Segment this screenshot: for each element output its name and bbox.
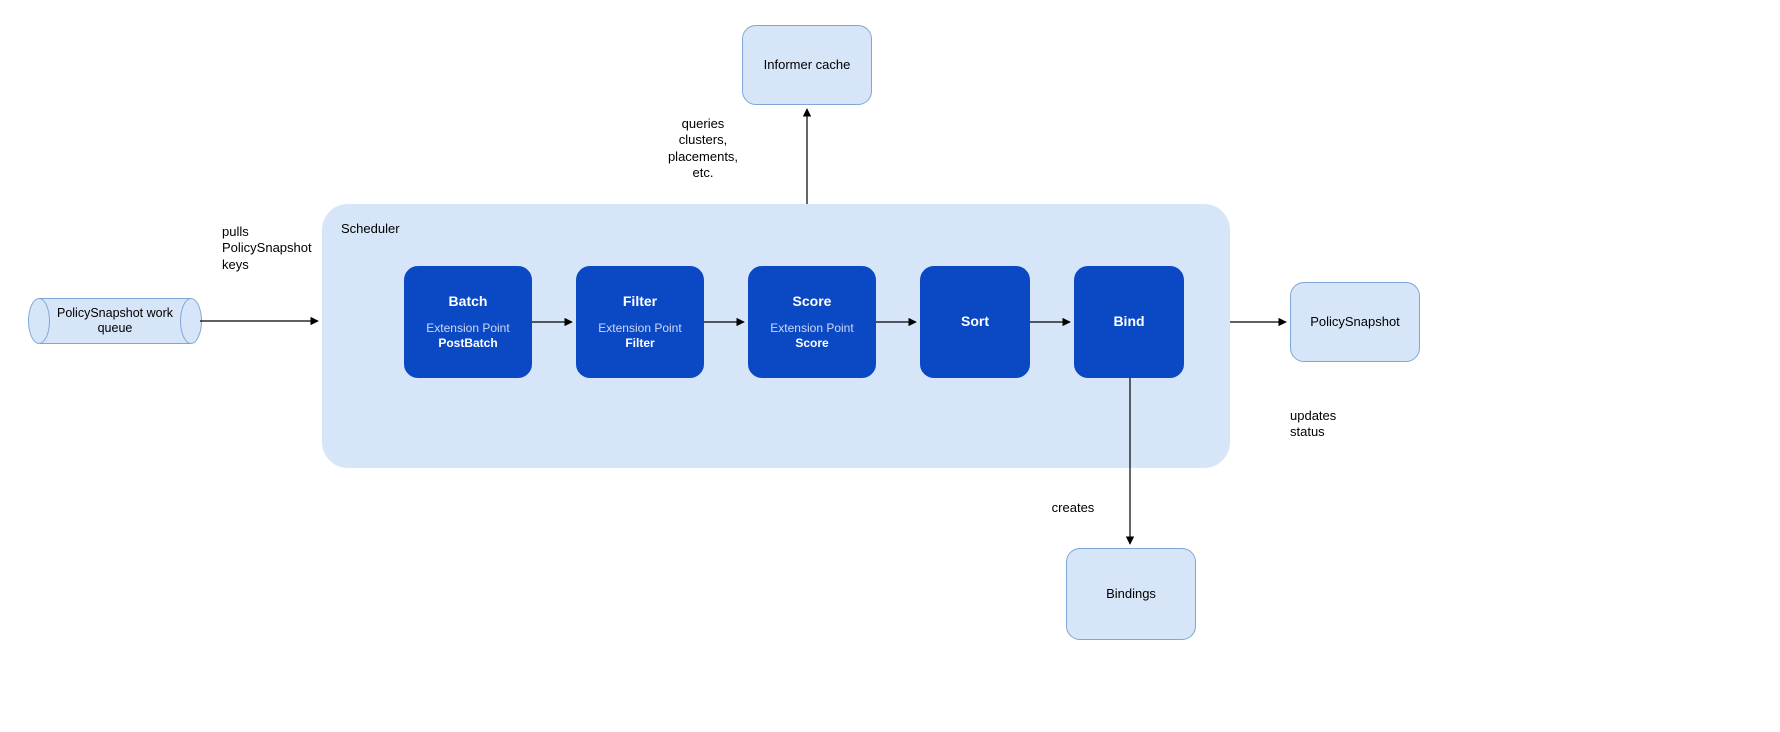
edge-label-pulls: pulls PolicySnapshot keys <box>222 224 342 273</box>
node-batch-sub2: PostBatch <box>438 336 497 351</box>
scheduler-label: Scheduler <box>341 221 400 236</box>
node-filter: Filter Extension Point Filter <box>576 266 704 378</box>
node-score-sub2: Score <box>795 336 828 351</box>
node-work-queue: PolicySnapshot work queue <box>30 298 200 344</box>
edge-label-queries: queries clusters, placements, etc. <box>638 116 768 181</box>
node-score: Score Extension Point Score <box>748 266 876 378</box>
node-score-sub1: Extension Point <box>770 321 853 336</box>
node-filter-sub2: Filter <box>625 336 654 351</box>
node-batch-sub1: Extension Point <box>426 321 509 336</box>
node-informer-cache-label: Informer cache <box>764 57 851 73</box>
node-informer-cache: Informer cache <box>742 25 872 105</box>
edge-label-creates: creates <box>1038 500 1108 516</box>
node-batch-title: Batch <box>449 293 488 311</box>
node-policysnapshot: PolicySnapshot <box>1290 282 1420 362</box>
node-bindings: Bindings <box>1066 548 1196 640</box>
node-score-title: Score <box>793 293 832 311</box>
node-bind-title: Bind <box>1113 313 1144 331</box>
node-bindings-label: Bindings <box>1106 586 1156 602</box>
node-sort-title: Sort <box>961 313 989 331</box>
node-policysnapshot-label: PolicySnapshot <box>1310 314 1400 330</box>
node-sort: Sort <box>920 266 1030 378</box>
edge-label-updates: updates status <box>1290 408 1380 441</box>
node-filter-title: Filter <box>623 293 657 311</box>
node-work-queue-label: PolicySnapshot work queue <box>57 306 173 336</box>
node-bind: Bind <box>1074 266 1184 378</box>
node-filter-sub1: Extension Point <box>598 321 681 336</box>
node-batch: Batch Extension Point PostBatch <box>404 266 532 378</box>
diagram-canvas: Scheduler PolicySnapshot work queue Info… <box>0 0 1780 732</box>
